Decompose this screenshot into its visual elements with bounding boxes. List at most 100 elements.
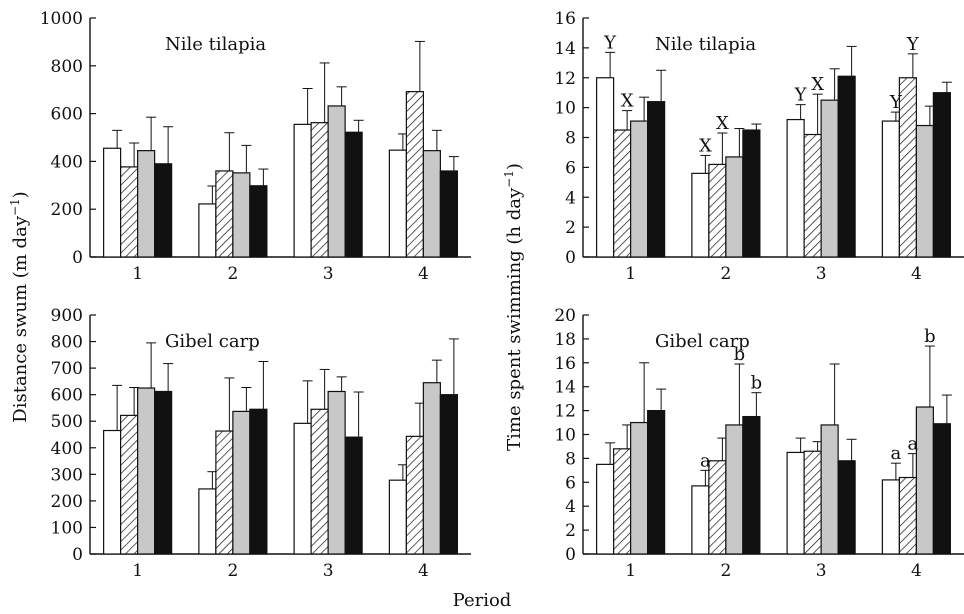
y-tick-label: 6	[565, 158, 576, 178]
bar	[405, 435, 424, 555]
right-y-axis-label-close: )	[504, 163, 525, 170]
y-tick-label: 400	[51, 152, 83, 172]
bar	[310, 408, 329, 555]
y-tick-label: 0	[72, 248, 83, 268]
y-tick-label: 4	[565, 188, 576, 208]
bar	[439, 170, 458, 258]
bar	[327, 105, 346, 258]
y-tick-label: 14	[554, 39, 576, 59]
y-tick-label: 0	[565, 545, 576, 565]
bar	[915, 124, 934, 258]
y-tick-label: 300	[51, 465, 83, 485]
bar	[327, 390, 346, 555]
y-tick-label: 8	[565, 449, 576, 469]
x-tick-label: 4	[911, 561, 922, 581]
bar	[422, 382, 441, 555]
bar	[596, 77, 615, 258]
significance-label: Y	[889, 92, 903, 113]
bar	[405, 91, 424, 258]
panel-title: Nile tilapia	[165, 34, 266, 55]
panel-title: Nile tilapia	[655, 34, 756, 55]
bar	[249, 408, 268, 555]
bar	[232, 172, 251, 258]
bar	[388, 479, 407, 555]
left-y-axis-label-close: )	[10, 191, 31, 198]
bar	[725, 424, 744, 555]
bar	[120, 414, 139, 555]
right-y-axis-label-text: Time spent swimming (h day	[504, 187, 525, 451]
bar	[344, 131, 363, 258]
y-tick-label: 16	[554, 9, 576, 29]
bar	[725, 156, 744, 258]
x-tick-label: 2	[227, 561, 238, 581]
y-tick-label: 10	[554, 426, 576, 446]
y-tick-label: 900	[51, 306, 83, 326]
x-tick-label: 2	[227, 264, 238, 284]
bar	[613, 448, 632, 555]
bar	[786, 118, 805, 258]
significance-label: Y	[603, 32, 617, 53]
y-tick-label: 16	[554, 354, 576, 374]
y-tick-label: 200	[51, 492, 83, 512]
y-tick-label: 2	[565, 521, 576, 541]
significance-label: X	[811, 74, 824, 95]
bar	[293, 422, 312, 555]
x-tick-label: 1	[132, 264, 143, 284]
panel-title: Gibel carp	[655, 331, 750, 352]
y-tick-label: 800	[51, 57, 83, 77]
right-y-axis-label: Time spent swimming (h day−1)	[502, 163, 525, 451]
y-tick-label: 1000	[40, 9, 83, 29]
bar	[820, 99, 839, 258]
x-tick-label: 3	[323, 264, 334, 284]
significance-label: b	[734, 344, 746, 365]
y-tick-label: 800	[51, 333, 83, 353]
bar	[742, 129, 761, 258]
significance-label: X	[699, 135, 712, 156]
bar	[742, 415, 761, 555]
y-tick-label: 12	[554, 69, 576, 89]
bar	[215, 430, 234, 555]
y-tick-label: 6	[565, 473, 576, 493]
bar	[344, 436, 363, 555]
x-tick-label: 2	[720, 561, 731, 581]
y-tick-label: 4	[565, 497, 576, 517]
chart-panel: 0 100 200 300 400 500 600 700 800 900 1 2 3 4 Gibel ca…	[51, 306, 471, 581]
bar	[120, 166, 139, 258]
y-tick-label: 400	[51, 439, 83, 459]
chart-panel: 0 200 400 600 800 1000 1 2 3 4 Nile tilapia	[40, 9, 471, 284]
y-tick-label: 700	[51, 359, 83, 379]
x-tick-label: 4	[418, 264, 429, 284]
significance-label: b	[751, 373, 763, 394]
significance-label: a	[700, 450, 711, 471]
x-tick-label: 3	[323, 561, 334, 581]
bar	[932, 92, 951, 258]
bar	[198, 203, 217, 258]
y-tick-label: 10	[554, 99, 576, 119]
bar	[691, 172, 710, 258]
bar	[232, 410, 251, 555]
significance-label: b	[924, 326, 936, 347]
bar	[915, 406, 934, 555]
bar	[103, 147, 122, 258]
bar	[630, 421, 649, 555]
bar	[708, 460, 727, 555]
bar	[803, 450, 822, 555]
y-tick-label: 0	[72, 545, 83, 565]
y-tick-label: 200	[51, 200, 83, 220]
right-y-axis-label-superscript: −1	[502, 170, 516, 188]
significance-label: X	[716, 113, 729, 134]
x-axis-label: Period	[453, 590, 512, 611]
bar	[898, 77, 917, 258]
y-tick-label: 500	[51, 412, 83, 432]
significance-label: X	[621, 91, 634, 112]
bar	[932, 423, 951, 555]
bar	[630, 120, 649, 258]
bar	[647, 410, 666, 555]
bar	[215, 170, 234, 258]
bar	[439, 394, 458, 555]
bar	[881, 120, 900, 258]
significance-label: Y	[906, 34, 920, 55]
